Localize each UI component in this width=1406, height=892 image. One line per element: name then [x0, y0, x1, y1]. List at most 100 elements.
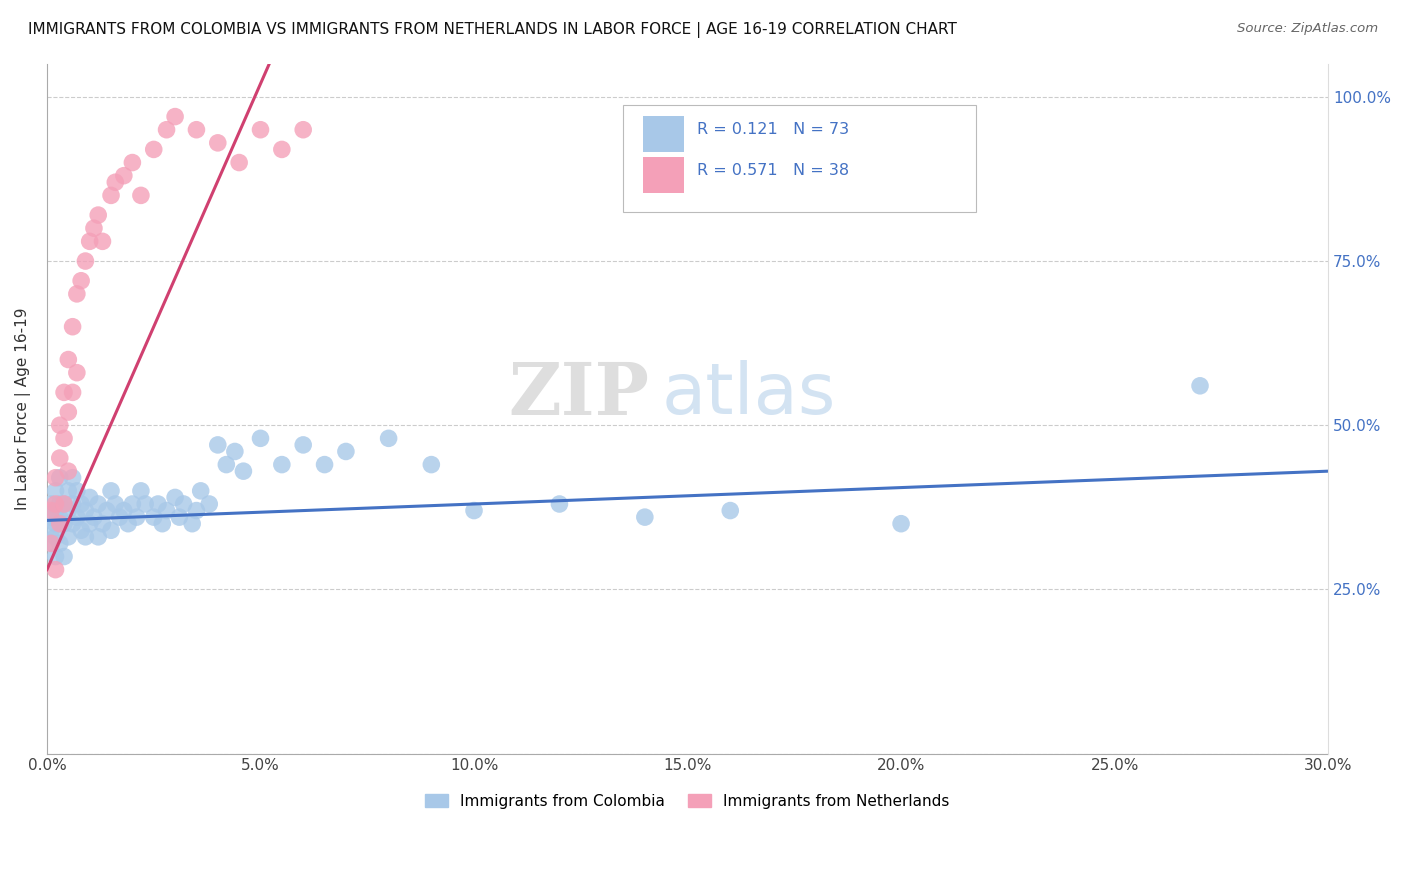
Point [66, 366, 89, 380]
Point [44, 483, 66, 498]
Point [49, 471, 72, 485]
Point [134, 497, 156, 511]
Point [39, 510, 62, 524]
Point [104, 175, 127, 189]
Point [53, 497, 76, 511]
Point [292, 438, 315, 452]
Point [129, 188, 152, 202]
Point [121, 155, 143, 169]
Point [117, 516, 139, 531]
Point [100, 483, 122, 498]
Point [100, 523, 122, 537]
Point [142, 510, 165, 524]
Point [420, 458, 443, 472]
Point [62, 385, 84, 400]
Legend: Immigrants from Colombia, Immigrants from Netherlands: Immigrants from Colombia, Immigrants fro… [419, 788, 956, 814]
Point [53, 516, 76, 531]
Point [186, 503, 208, 517]
Point [228, 155, 250, 169]
Point [66, 286, 89, 301]
Point [44, 563, 66, 577]
Point [165, 110, 187, 124]
Point [58, 503, 80, 517]
Point [1189, 379, 1212, 393]
Point [58, 530, 80, 544]
Point [79, 491, 101, 505]
Point [70, 274, 93, 288]
Point [83, 510, 105, 524]
Point [169, 510, 191, 524]
Point [53, 385, 76, 400]
Point [62, 471, 84, 485]
Point [129, 483, 152, 498]
Point [62, 516, 84, 531]
Text: ZIP: ZIP [508, 359, 650, 431]
Point [44, 497, 66, 511]
Point [58, 405, 80, 419]
Point [112, 503, 135, 517]
Point [62, 319, 84, 334]
Point [718, 503, 741, 517]
Point [87, 497, 110, 511]
Point [104, 497, 127, 511]
Point [173, 497, 195, 511]
Text: atlas: atlas [662, 360, 837, 430]
Point [83, 221, 105, 235]
Point [58, 464, 80, 478]
Point [53, 431, 76, 445]
Point [142, 143, 165, 157]
FancyBboxPatch shape [623, 105, 976, 212]
Point [215, 458, 238, 472]
Point [49, 418, 72, 433]
Point [146, 497, 169, 511]
Point [49, 497, 72, 511]
Point [44, 471, 66, 485]
Point [44, 503, 66, 517]
Point [634, 510, 657, 524]
Point [58, 483, 80, 498]
Point [79, 516, 101, 531]
Point [91, 235, 114, 249]
Point [292, 122, 315, 136]
Point [224, 444, 246, 458]
Point [91, 516, 114, 531]
Text: R = 0.121   N = 73: R = 0.121 N = 73 [696, 122, 849, 137]
Point [548, 497, 571, 511]
Point [100, 188, 122, 202]
Point [39, 503, 62, 517]
Text: IMMIGRANTS FROM COLOMBIA VS IMMIGRANTS FROM NETHERLANDS IN LABOR FORCE | AGE 16-: IMMIGRANTS FROM COLOMBIA VS IMMIGRANTS F… [28, 22, 957, 38]
Point [232, 464, 254, 478]
Point [66, 510, 89, 524]
Point [121, 497, 143, 511]
Point [186, 122, 208, 136]
Point [87, 530, 110, 544]
Point [44, 516, 66, 531]
Point [150, 516, 173, 531]
Point [377, 431, 399, 445]
Point [207, 438, 229, 452]
Point [270, 143, 292, 157]
Point [49, 536, 72, 550]
Point [70, 523, 93, 537]
Point [39, 536, 62, 550]
Point [108, 510, 131, 524]
Point [75, 530, 97, 544]
Point [70, 497, 93, 511]
Point [96, 503, 118, 517]
Point [335, 444, 357, 458]
Point [53, 549, 76, 564]
Point [66, 483, 89, 498]
Point [62, 497, 84, 511]
Text: Source: ZipAtlas.com: Source: ZipAtlas.com [1237, 22, 1378, 36]
Point [112, 169, 135, 183]
Point [463, 503, 485, 517]
Point [155, 503, 177, 517]
Point [79, 235, 101, 249]
Point [190, 483, 212, 498]
Point [44, 530, 66, 544]
Point [44, 549, 66, 564]
Point [39, 497, 62, 511]
Point [58, 352, 80, 367]
Point [49, 516, 72, 531]
FancyBboxPatch shape [643, 116, 683, 152]
